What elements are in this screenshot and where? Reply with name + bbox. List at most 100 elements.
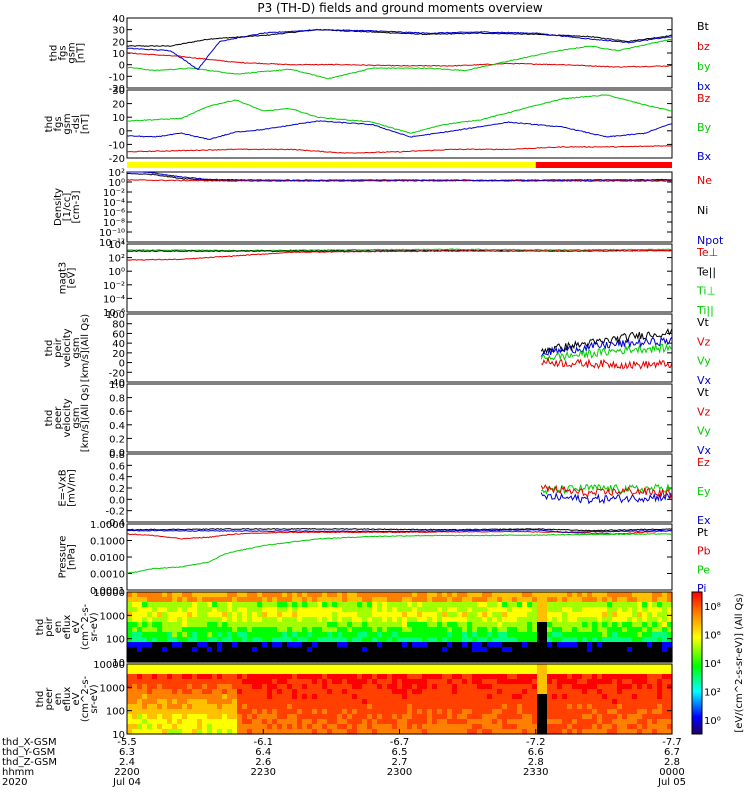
peir-eflux-cell bbox=[642, 607, 648, 613]
peer-eflux-cell bbox=[622, 704, 628, 710]
peir-eflux-cell bbox=[602, 602, 608, 608]
peer-eflux-cell bbox=[387, 714, 393, 720]
peir-eflux-cell bbox=[342, 627, 348, 633]
peer-eflux-cell bbox=[557, 729, 563, 735]
peer-eflux-cell bbox=[207, 714, 213, 720]
peir-eflux-cell bbox=[302, 602, 308, 608]
peir-eflux-cell bbox=[477, 592, 483, 598]
peer-eflux-ytick-label: 1000 bbox=[100, 683, 125, 694]
peir-eflux-cell bbox=[582, 607, 588, 613]
peir-eflux-cell bbox=[667, 652, 673, 658]
peir-eflux-cell bbox=[177, 607, 183, 613]
peer-eflux-cell bbox=[582, 694, 588, 700]
peer-eflux-cell bbox=[577, 674, 583, 680]
peir-eflux-cell bbox=[387, 642, 393, 648]
peer-eflux-cell bbox=[387, 699, 393, 705]
peer-eflux-cell bbox=[202, 664, 208, 670]
peir-eflux-cell bbox=[362, 607, 368, 613]
peir-eflux-cell bbox=[402, 592, 408, 598]
peer-eflux-cell bbox=[152, 679, 158, 685]
peer-eflux-cell bbox=[532, 714, 538, 720]
peir-eflux-cell bbox=[152, 622, 158, 628]
peir-eflux-cell bbox=[517, 642, 523, 648]
peer-eflux-cell bbox=[312, 719, 318, 725]
peer-eflux-cell bbox=[487, 724, 493, 730]
peir-eflux-cell bbox=[432, 642, 438, 648]
efield-series-Ey bbox=[540, 483, 672, 495]
peir-eflux-cell bbox=[207, 652, 213, 658]
peer-eflux-cell bbox=[447, 674, 453, 680]
peir-eflux-cell bbox=[407, 592, 413, 598]
peir-eflux-cell bbox=[252, 622, 258, 628]
peir-eflux-cell bbox=[582, 602, 588, 608]
peer-eflux-cell bbox=[487, 679, 493, 685]
peir-eflux-cell bbox=[452, 612, 458, 618]
peir-eflux-cell bbox=[147, 642, 153, 648]
peir-eflux-cell bbox=[412, 632, 418, 638]
peir-eflux-cell bbox=[427, 632, 433, 638]
peer-eflux-cell bbox=[407, 689, 413, 695]
peer-eflux-cell bbox=[657, 699, 663, 705]
peir-eflux-cell bbox=[442, 622, 448, 628]
peer-eflux-cell bbox=[442, 694, 448, 700]
peer-eflux-cell bbox=[282, 679, 288, 685]
peir-eflux-cell bbox=[462, 617, 468, 623]
peer-eflux-cell bbox=[472, 664, 478, 670]
peir-eflux-cell bbox=[437, 647, 443, 653]
peir-eflux-cell bbox=[662, 642, 668, 648]
peer-eflux-cell bbox=[382, 729, 388, 735]
peer-eflux-cell bbox=[417, 729, 423, 735]
peir-eflux-cell bbox=[302, 592, 308, 598]
peer-eflux-cell bbox=[522, 669, 528, 675]
peir-eflux-cell bbox=[642, 617, 648, 623]
peir-eflux-cell bbox=[482, 592, 488, 598]
peir-eflux-cell bbox=[172, 627, 178, 633]
peer-eflux-cell bbox=[257, 709, 263, 715]
peir-eflux-cell bbox=[157, 612, 163, 618]
peer-eflux-cell bbox=[382, 709, 388, 715]
peer-eflux-cell bbox=[507, 674, 513, 680]
peir-eflux-cell bbox=[507, 592, 513, 598]
peir-eflux-cell bbox=[137, 612, 143, 618]
peer-eflux-cell bbox=[407, 679, 413, 685]
peir-eflux-cell bbox=[442, 592, 448, 598]
peer-eflux-cell bbox=[607, 719, 613, 725]
peer-eflux-cell bbox=[232, 729, 238, 735]
peir-eflux-cell bbox=[307, 612, 313, 618]
peer-eflux-cell bbox=[492, 689, 498, 695]
peer-eflux-cell bbox=[267, 729, 273, 735]
peer-eflux-cell bbox=[507, 664, 513, 670]
peer-eflux-cell bbox=[362, 679, 368, 685]
peir-eflux-cell bbox=[487, 622, 493, 628]
peir-eflux-cell bbox=[152, 647, 158, 653]
peir-eflux-cell bbox=[667, 612, 673, 618]
peir-eflux-cell bbox=[207, 597, 213, 603]
peer-eflux-cell bbox=[447, 689, 453, 695]
peer-eflux-cell bbox=[572, 719, 578, 725]
peer-eflux-cell bbox=[572, 729, 578, 735]
peir-eflux-cell bbox=[137, 652, 143, 658]
peir-eflux-cell bbox=[627, 597, 633, 603]
peir-eflux-cell bbox=[572, 622, 578, 628]
peir-eflux-cell bbox=[392, 597, 398, 603]
peer-eflux-cell bbox=[432, 689, 438, 695]
peir-eflux-cell bbox=[527, 592, 533, 598]
peer-eflux-cell bbox=[292, 704, 298, 710]
peer-eflux-cell bbox=[392, 729, 398, 735]
peer-eflux-cell bbox=[617, 669, 623, 675]
peer-eflux-cell bbox=[282, 684, 288, 690]
peir-eflux-cell bbox=[592, 597, 598, 603]
peir-eflux-cell bbox=[627, 642, 633, 648]
peer-eflux-cell bbox=[312, 694, 318, 700]
peer-eflux-cell bbox=[337, 724, 343, 730]
peir-eflux-cell bbox=[517, 597, 523, 603]
peer-eflux-cell bbox=[377, 704, 383, 710]
peer-eflux-cell bbox=[327, 689, 333, 695]
peer-eflux-cell bbox=[362, 704, 368, 710]
peir-eflux-cell bbox=[507, 632, 513, 638]
peir-eflux-cell bbox=[307, 642, 313, 648]
peer-eflux-cell bbox=[182, 694, 188, 700]
peir-eflux-cell bbox=[192, 627, 198, 633]
peer-eflux-cell bbox=[547, 694, 553, 700]
peir-velocity-legend-0: Vt bbox=[697, 316, 710, 329]
